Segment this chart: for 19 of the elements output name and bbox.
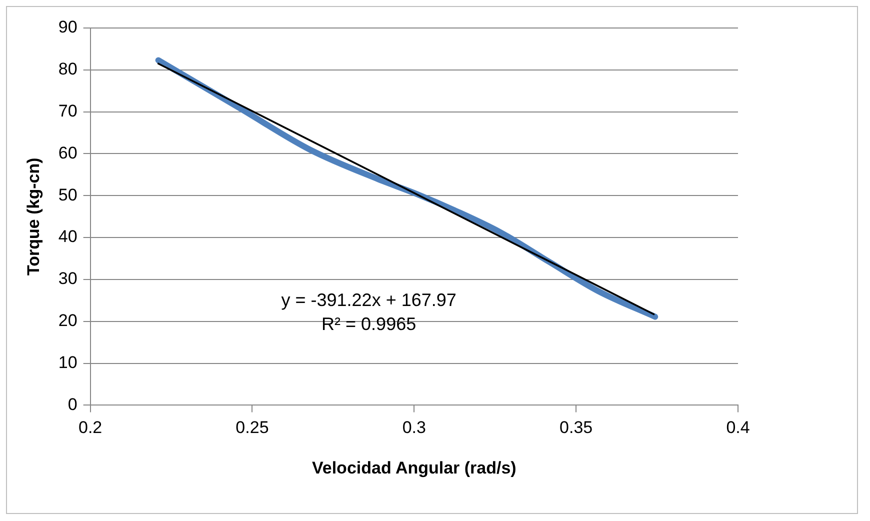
annotation: y = -391.22x + 167.97	[281, 290, 456, 310]
x-tick-label: 0.4	[726, 418, 750, 438]
x-tick-label: 0.25	[236, 418, 269, 438]
y-tick-label: 90	[58, 18, 78, 37]
x-axis-title: Velocidad Angular (rad/s)	[312, 458, 516, 478]
y-tick-label: 40	[58, 227, 78, 246]
x-tick-label: 0.2	[78, 418, 102, 438]
x-tick-label: 0.3	[402, 418, 426, 438]
y-tick-label: 70	[58, 102, 78, 121]
x-tick-label: 0.35	[560, 418, 593, 438]
y-tick-label: 80	[58, 60, 78, 79]
annotation: R² = 0.9965	[322, 314, 416, 334]
y-tick-label: 60	[58, 143, 78, 162]
y-tick-label: 10	[58, 352, 78, 372]
y-tick-label: 50	[58, 185, 78, 204]
y-tick-label: 0	[68, 394, 78, 414]
y-tick-label: 20	[58, 311, 78, 330]
y-tick-label: 30	[58, 269, 78, 288]
y-axis-title: Torque (kg-cn)	[24, 158, 43, 276]
